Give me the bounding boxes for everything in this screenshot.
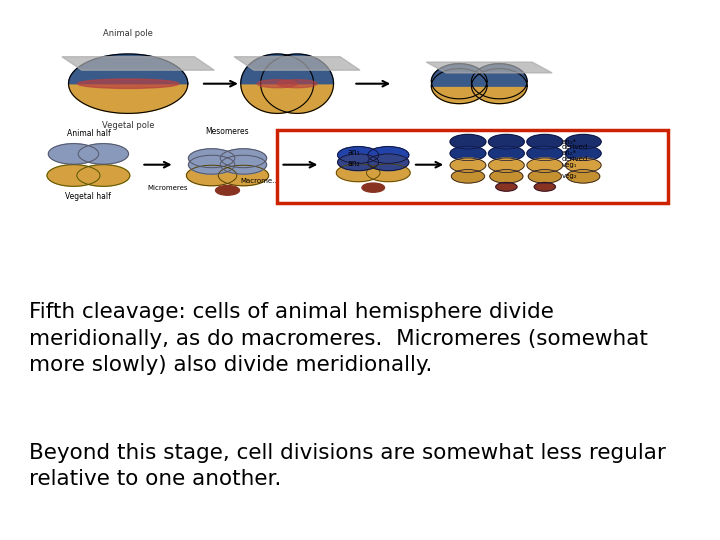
Polygon shape bbox=[472, 64, 527, 81]
Circle shape bbox=[77, 165, 130, 186]
Circle shape bbox=[189, 149, 235, 168]
Circle shape bbox=[450, 146, 486, 161]
Polygon shape bbox=[234, 57, 360, 70]
Ellipse shape bbox=[78, 79, 179, 89]
Circle shape bbox=[488, 158, 524, 173]
Polygon shape bbox=[62, 57, 215, 70]
Text: Macrome...: Macrome... bbox=[240, 178, 279, 184]
Text: Vegetal half: Vegetal half bbox=[66, 192, 112, 201]
Circle shape bbox=[490, 170, 523, 183]
Circle shape bbox=[496, 183, 517, 191]
Circle shape bbox=[186, 165, 237, 186]
Text: Mesomeres: Mesomeres bbox=[206, 127, 249, 137]
Circle shape bbox=[528, 170, 562, 183]
Polygon shape bbox=[68, 54, 188, 84]
Circle shape bbox=[78, 144, 128, 164]
Text: an₁*: an₁* bbox=[562, 139, 577, 145]
Circle shape bbox=[362, 183, 384, 192]
Circle shape bbox=[488, 134, 524, 149]
Circle shape bbox=[565, 158, 601, 173]
Circle shape bbox=[338, 146, 379, 163]
Circle shape bbox=[527, 146, 563, 161]
Text: Animal half: Animal half bbox=[66, 129, 110, 138]
Text: veg₂: veg₂ bbox=[562, 173, 577, 179]
Circle shape bbox=[451, 170, 485, 183]
Circle shape bbox=[218, 165, 269, 186]
Polygon shape bbox=[431, 64, 487, 81]
Text: Beyond this stage, cell divisions are somewhat less regular
relative to one anot: Beyond this stage, cell divisions are so… bbox=[29, 443, 666, 489]
Polygon shape bbox=[240, 54, 314, 84]
Ellipse shape bbox=[277, 80, 317, 88]
Polygon shape bbox=[261, 84, 333, 113]
Circle shape bbox=[368, 146, 409, 163]
Text: Fifth cleavage: cells of animal hemisphere divide
meridionally, as do macromeres: Fifth cleavage: cells of animal hemisphe… bbox=[29, 302, 648, 375]
Circle shape bbox=[47, 165, 100, 186]
Circle shape bbox=[527, 158, 563, 173]
Polygon shape bbox=[431, 69, 487, 86]
Polygon shape bbox=[431, 86, 487, 104]
Circle shape bbox=[366, 164, 410, 181]
Polygon shape bbox=[472, 81, 527, 99]
Circle shape bbox=[450, 134, 486, 149]
Circle shape bbox=[48, 144, 99, 164]
Circle shape bbox=[189, 156, 235, 174]
Circle shape bbox=[534, 183, 555, 191]
Text: veg₁: veg₁ bbox=[562, 162, 577, 168]
Circle shape bbox=[488, 146, 524, 161]
Text: Vegetal pole: Vegetal pole bbox=[102, 122, 154, 131]
Circle shape bbox=[338, 154, 379, 171]
Polygon shape bbox=[431, 81, 487, 99]
Circle shape bbox=[565, 146, 601, 161]
Text: an₁: an₁ bbox=[347, 148, 360, 157]
Text: an₂: an₂ bbox=[347, 159, 360, 168]
Circle shape bbox=[220, 156, 266, 174]
Ellipse shape bbox=[257, 80, 297, 88]
Text: derived: derived bbox=[562, 144, 588, 150]
Circle shape bbox=[565, 134, 601, 149]
Circle shape bbox=[368, 154, 409, 171]
Polygon shape bbox=[472, 69, 527, 86]
Text: Animal pole: Animal pole bbox=[103, 29, 153, 38]
Polygon shape bbox=[240, 84, 314, 113]
Circle shape bbox=[215, 186, 240, 195]
Circle shape bbox=[336, 164, 380, 181]
Circle shape bbox=[527, 134, 563, 149]
Polygon shape bbox=[472, 86, 527, 104]
Polygon shape bbox=[261, 54, 333, 84]
Text: an₂*: an₂* bbox=[562, 150, 577, 157]
Polygon shape bbox=[68, 84, 188, 113]
Polygon shape bbox=[426, 62, 552, 73]
Circle shape bbox=[450, 158, 486, 173]
Text: Micromeres: Micromeres bbox=[148, 185, 188, 191]
Circle shape bbox=[567, 170, 600, 183]
Circle shape bbox=[220, 149, 266, 168]
Text: derived: derived bbox=[562, 156, 588, 162]
